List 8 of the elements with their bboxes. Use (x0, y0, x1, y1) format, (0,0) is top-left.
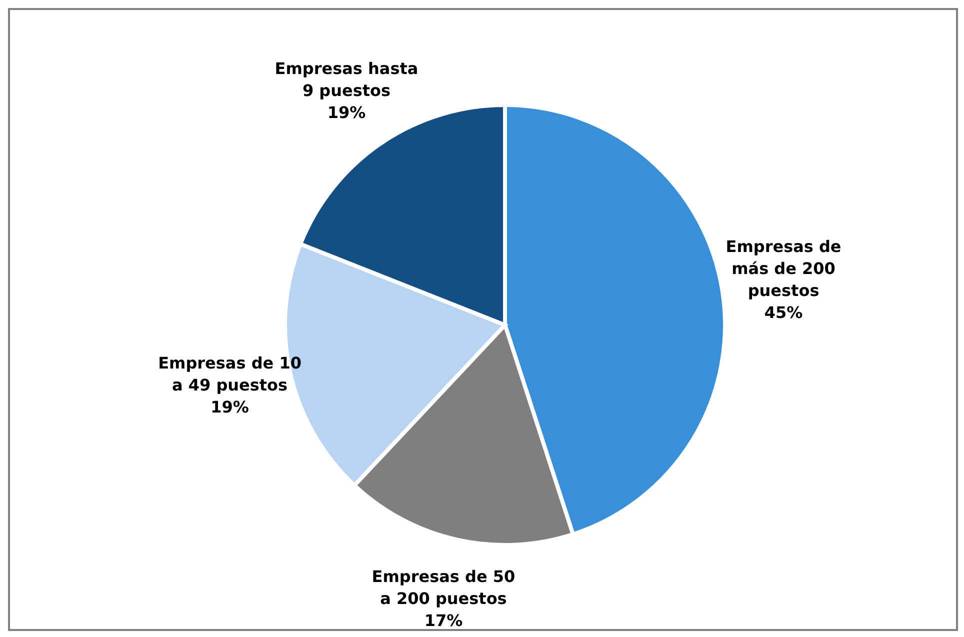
data-label: 19% (210, 398, 249, 417)
slice-label: Empresas de 10 a 49 puestos (158, 354, 302, 395)
slice-label: Empresas de 50 a 200 puestos (372, 568, 516, 609)
data-label: 17% (424, 612, 463, 631)
data-label: 45% (764, 303, 803, 322)
slice-label: Empresas de más de 200 puestos (726, 237, 842, 300)
slice-label: Empresas hasta 9 puestos (274, 59, 418, 100)
data-label: 19% (327, 103, 366, 122)
